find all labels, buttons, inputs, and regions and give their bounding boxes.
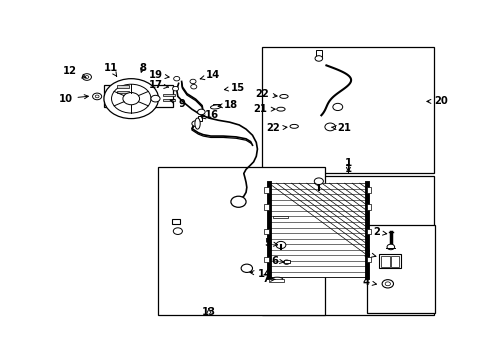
Circle shape bbox=[92, 93, 102, 100]
Bar bbox=[163, 99, 175, 102]
Circle shape bbox=[241, 264, 252, 273]
Text: 13: 13 bbox=[202, 306, 216, 316]
Circle shape bbox=[275, 242, 285, 249]
Bar bbox=[264, 229, 268, 234]
Circle shape bbox=[173, 76, 180, 81]
Circle shape bbox=[230, 196, 245, 207]
Bar bbox=[366, 257, 370, 262]
Circle shape bbox=[314, 178, 323, 185]
Circle shape bbox=[190, 85, 196, 89]
Circle shape bbox=[151, 95, 160, 102]
Circle shape bbox=[82, 74, 91, 80]
Bar bbox=[262, 48, 433, 174]
Circle shape bbox=[283, 260, 289, 264]
Text: 8: 8 bbox=[139, 63, 146, 73]
Circle shape bbox=[381, 280, 393, 288]
Circle shape bbox=[172, 86, 178, 91]
Ellipse shape bbox=[271, 277, 282, 282]
Bar bbox=[117, 85, 128, 87]
Text: 11: 11 bbox=[104, 63, 118, 76]
Bar bbox=[366, 229, 370, 234]
Text: 14: 14 bbox=[200, 70, 220, 80]
Circle shape bbox=[189, 79, 196, 84]
Text: 2: 2 bbox=[372, 227, 386, 237]
Bar bbox=[158, 167, 324, 315]
Bar bbox=[104, 85, 172, 107]
Circle shape bbox=[122, 93, 139, 105]
Text: 14: 14 bbox=[249, 269, 272, 279]
Text: 18: 18 bbox=[218, 100, 238, 110]
Circle shape bbox=[332, 103, 342, 111]
Bar bbox=[366, 204, 370, 210]
Bar bbox=[390, 256, 398, 267]
Ellipse shape bbox=[279, 94, 287, 98]
Text: 9: 9 bbox=[170, 99, 185, 109]
Bar bbox=[381, 256, 389, 267]
Bar bbox=[171, 219, 180, 224]
Bar bbox=[268, 279, 284, 282]
Text: 21: 21 bbox=[253, 104, 275, 114]
Circle shape bbox=[173, 228, 182, 234]
Text: 20: 20 bbox=[426, 96, 447, 107]
Text: 5: 5 bbox=[264, 238, 277, 248]
Text: 6: 6 bbox=[270, 256, 283, 266]
Text: 1: 1 bbox=[344, 164, 351, 174]
Text: 16: 16 bbox=[201, 110, 219, 120]
Ellipse shape bbox=[276, 107, 285, 111]
Bar bbox=[284, 260, 289, 263]
Text: 22: 22 bbox=[255, 90, 277, 99]
Circle shape bbox=[324, 123, 335, 131]
Circle shape bbox=[191, 121, 199, 126]
Text: 17: 17 bbox=[148, 80, 168, 90]
Bar bbox=[268, 183, 366, 278]
Text: 22: 22 bbox=[266, 123, 286, 133]
Circle shape bbox=[95, 95, 99, 98]
Bar bbox=[262, 176, 433, 315]
Text: 1: 1 bbox=[344, 158, 351, 168]
Circle shape bbox=[197, 109, 205, 115]
Circle shape bbox=[104, 79, 158, 118]
Circle shape bbox=[386, 244, 394, 250]
Ellipse shape bbox=[195, 118, 200, 129]
Circle shape bbox=[314, 56, 322, 61]
Text: 12: 12 bbox=[63, 66, 86, 78]
Ellipse shape bbox=[210, 105, 221, 109]
Bar bbox=[366, 225, 434, 314]
Bar bbox=[273, 216, 287, 219]
Bar bbox=[197, 116, 202, 121]
Circle shape bbox=[385, 282, 389, 286]
Bar bbox=[163, 94, 175, 96]
Text: 15: 15 bbox=[224, 82, 244, 93]
Text: 10: 10 bbox=[59, 94, 88, 104]
Bar bbox=[379, 255, 401, 268]
Text: 4: 4 bbox=[362, 277, 376, 287]
Text: 19: 19 bbox=[148, 70, 169, 80]
Circle shape bbox=[85, 76, 89, 78]
Ellipse shape bbox=[289, 125, 298, 128]
Bar bbox=[315, 50, 321, 58]
Bar bbox=[264, 257, 268, 262]
Bar bbox=[117, 91, 128, 93]
Bar bbox=[264, 204, 268, 210]
Bar bbox=[264, 187, 268, 193]
Text: 21: 21 bbox=[331, 123, 350, 133]
Text: 7: 7 bbox=[262, 274, 274, 284]
Text: 3: 3 bbox=[363, 249, 375, 259]
Circle shape bbox=[111, 84, 151, 113]
Bar bbox=[366, 187, 370, 193]
Bar bbox=[212, 104, 219, 107]
